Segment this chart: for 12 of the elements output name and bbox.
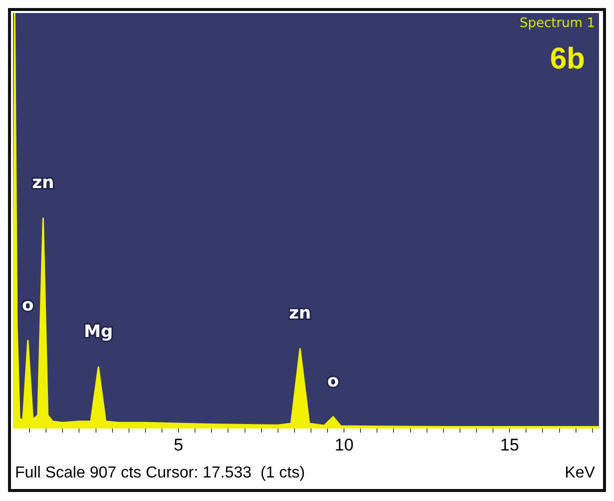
annotation: Spectrum 1 <box>520 16 595 31</box>
annotation: zn <box>289 304 312 324</box>
x-axis-title: KeV <box>564 464 596 482</box>
annotation: o <box>327 372 339 392</box>
x-tick-label: 5 <box>174 435 184 454</box>
annotation: Mg <box>84 322 113 342</box>
annotation: o <box>22 295 34 316</box>
annotation: 6b <box>550 42 585 76</box>
x-tick-label: 15 <box>500 435 520 454</box>
text: Full Scale 907 cts Cursor: 17.533 (1 cts) <box>15 464 305 482</box>
annotation: zn <box>32 173 54 194</box>
x-tick-label: 10 <box>334 435 354 454</box>
